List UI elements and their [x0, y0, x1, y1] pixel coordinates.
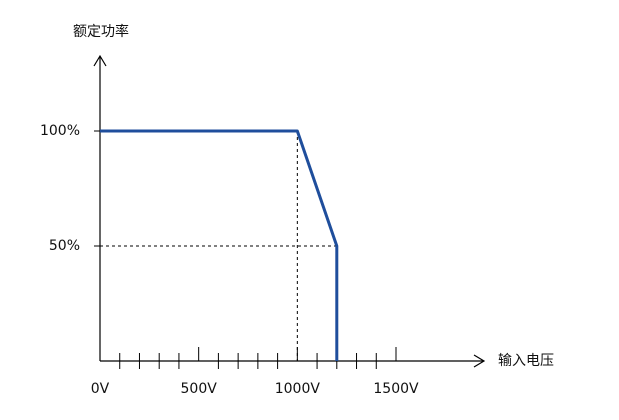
x-tick-label: 0V	[91, 381, 110, 397]
x-axis	[100, 354, 486, 368]
y-axis-label: 额定功率	[73, 23, 129, 40]
y-tick-label: 100%	[40, 123, 80, 139]
x-axis-label: 输入电压	[498, 353, 554, 369]
x-tick-label: 1500V	[373, 381, 419, 397]
x-tick-label: 500V	[181, 381, 218, 397]
line-series	[100, 129, 339, 361]
y-axis	[93, 54, 107, 361]
x-tick-label: 1000V	[275, 381, 321, 397]
y-tick-label: 50%	[49, 238, 80, 254]
